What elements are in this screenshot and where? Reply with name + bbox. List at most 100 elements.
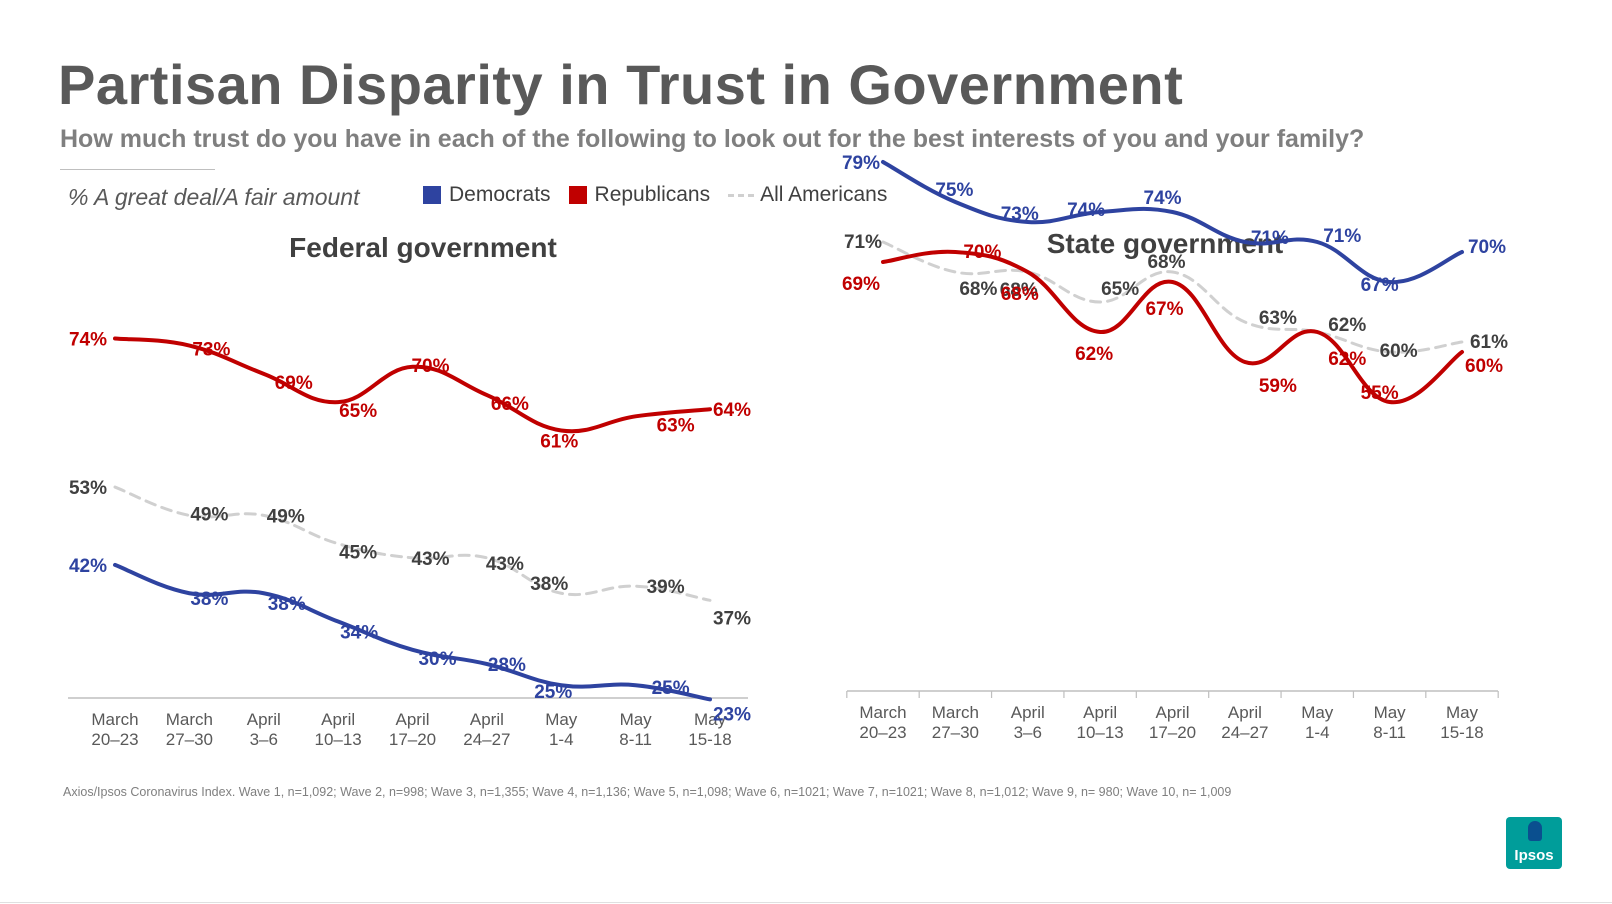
subtitle-divider [60,169,215,170]
federal-series-all-americans-line [113,485,712,602]
ipsos-logo-mark [1528,821,1542,841]
federal-label-republicans: 74% [69,329,107,350]
legend-democrats: Democrats [423,183,551,207]
legend-label-all-americans: All Americans [760,183,888,206]
federal-series-democrats-line [113,562,712,702]
legend-swatch-democrats [423,186,441,204]
federal-x-tick-label: April 24–27 [463,710,510,749]
federal-label-all-americans: 43% [411,549,449,570]
state-label-all-americans: 60% [1380,341,1418,362]
federal-label-democrats: 42% [69,556,107,577]
federal-label-all-americans: 45% [339,543,377,564]
federal-label-republicans: 73% [192,340,230,361]
state-label-republicans: 55% [1361,383,1399,404]
federal-label-democrats: 28% [488,655,526,676]
state-label-republicans: 59% [1259,376,1297,397]
federal-label-all-americans: 53% [69,478,107,499]
state-label-republicans: 62% [1328,349,1366,370]
chart-title-federal: Federal government [289,232,557,263]
state-label-democrats: 79% [842,153,880,174]
federal-label-democrats: 23% [713,704,751,725]
legend: Democrats Republicans All Americans [423,183,905,207]
federal-label-all-americans: 37% [713,608,751,629]
state-label-democrats: 74% [1067,200,1105,221]
state-label-democrats: 73% [1001,204,1039,225]
state-label-republicans: 70% [963,242,1001,263]
legend-republicans: Republicans [568,183,711,207]
legend-swatch-all-americans [728,193,755,197]
federal-label-all-americans: 39% [647,577,685,598]
state-x-tick-label: May 1-4 [1301,703,1334,742]
federal-label-republicans: 66% [491,394,529,415]
federal-label-republicans: 65% [339,401,377,422]
measure-label: % A great deal/A fair amount [68,184,360,210]
state-label-all-americans: 71% [844,232,882,253]
state-label-republicans: 60% [1465,356,1503,377]
state-label-democrats: 67% [1361,275,1399,296]
state-label-republicans: 62% [1075,344,1113,365]
state-label-all-americans: 68% [959,279,997,300]
state-label-all-americans: 68% [1147,252,1185,273]
federal-label-republicans: 70% [411,356,449,377]
page-title: Partisan Disparity in Trust in Governmen… [58,53,1184,116]
state-x-tick-label: April 24–27 [1221,703,1268,742]
state-label-all-americans: 63% [1259,308,1297,329]
state-label-republicans: 68% [1001,284,1039,305]
state-label-all-americans: 68% [1000,280,1038,301]
federal-x-tick-label: April 3–6 [247,710,281,749]
federal-x-tick-label: May 15-18 [688,710,731,749]
state-series-all-americans-line [881,240,1464,354]
state-label-democrats: 71% [1251,228,1289,249]
federal-label-all-americans: 49% [267,506,305,527]
federal-x-tick-label: March 27–30 [166,710,213,749]
state-x-tick-label: April 3–6 [1011,703,1045,742]
state-x-tick-label: May 8-11 [1373,703,1406,742]
state-x-tick-label: April 17–20 [1149,703,1196,742]
state-label-republicans: 67% [1145,299,1183,320]
federal-label-republicans: 61% [540,431,578,452]
state-label-democrats: 70% [1468,237,1506,258]
federal-label-republicans: 64% [713,400,751,421]
federal-series-republicans-line [113,336,712,434]
state-label-democrats: 74% [1143,188,1181,209]
federal-x-tick-label: May 1-4 [545,710,578,749]
legend-swatch-republicans [568,186,587,204]
state-government-chart: March 20–23 March 27–30 April 3–6 April 10–13 Ap… [842,153,1508,742]
state-x-tick-label: March 20–23 [859,703,906,742]
federal-label-all-americans: 38% [530,574,568,595]
federal-x-tick-label: May 8-11 [619,710,652,749]
federal-label-all-americans: 49% [190,504,228,525]
legend-label-democrats: Democrats [449,183,551,206]
state-x-tick-label: May 15-18 [1440,703,1483,742]
state-label-democrats: 71% [1323,226,1361,247]
state-x-tick-label: March 27–30 [932,703,979,742]
federal-label-democrats: 34% [340,623,378,644]
state-label-democrats: 75% [935,180,973,201]
state-series-democrats-line [881,160,1464,285]
state-label-all-americans: 61% [1470,332,1508,353]
federal-label-all-americans: 43% [486,554,524,575]
ipsos-logo-text: Ipsos [1514,847,1554,864]
federal-label-democrats: 38% [190,589,228,610]
federal-government-chart: March 20–23 March 27–30 April 3–6 April 10–13 Ap… [68,329,751,749]
legend-label-republicans: Republicans [594,183,711,206]
page-subtitle: How much trust do you have in each of th… [60,125,1365,153]
federal-x-tick-label: March 20–23 [91,710,138,749]
state-label-all-americans: 62% [1328,315,1366,336]
federal-label-republicans: 69% [275,373,313,394]
state-label-all-americans: 65% [1101,279,1139,300]
federal-x-tick-label: April 10–13 [314,710,361,749]
state-label-republicans: 69% [842,274,880,295]
bottom-divider [0,902,1612,903]
federal-x-tick-label: April 17–20 [389,710,436,749]
federal-label-republicans: 63% [657,415,695,436]
federal-label-democrats: 30% [418,649,456,670]
ipsos-logo: Ipsos [1506,817,1562,869]
legend-all-americans: All Americans [728,183,887,207]
state-series-republicans-line [881,249,1464,405]
source-footnote: Axios/Ipsos Coronavirus Index. Wave 1, n… [63,785,1232,799]
state-x-tick-label: April 10–13 [1076,703,1123,742]
federal-label-democrats: 38% [268,594,306,615]
federal-label-democrats: 25% [534,682,572,703]
